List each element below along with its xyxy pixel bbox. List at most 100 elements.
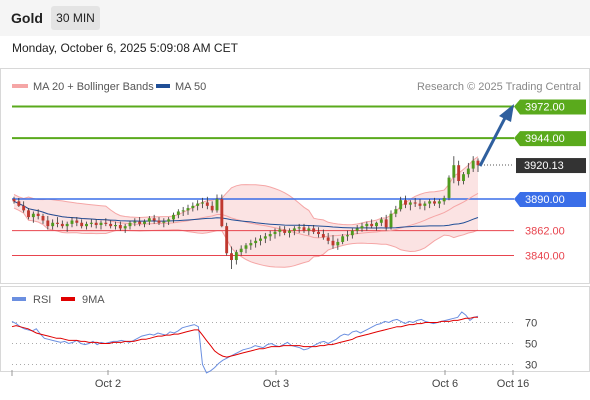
candle-body [447, 177, 451, 198]
candle-body [133, 221, 137, 223]
candle-body [196, 203, 200, 206]
x-axis-label: Oct 6 [432, 378, 458, 390]
candle-body [94, 222, 98, 226]
candle-body [230, 253, 233, 261]
level-labels: 3972.00 3944.00 3920.13 3890.00 3862.00 3840.… [514, 99, 586, 263]
candle-body [118, 225, 122, 229]
candle-body [404, 200, 407, 205]
rsi-ma-line [11, 316, 478, 358]
credit-text: Research © 2025 Trading Central [417, 81, 581, 93]
candle-body [128, 222, 132, 227]
candle-body [457, 165, 461, 181]
candle-body [114, 225, 117, 227]
candle-body [157, 220, 161, 223]
candlesticks [12, 156, 480, 270]
candle-body [162, 221, 166, 223]
candle-body [442, 197, 446, 202]
candle-body [433, 201, 436, 204]
candle-body [341, 236, 345, 242]
candle-body [143, 221, 146, 224]
bollinger-legend-swatch [12, 84, 28, 88]
candle-body [321, 234, 325, 238]
candle-body [99, 222, 103, 226]
ma50-legend-label: MA 50 [175, 81, 206, 93]
candle-body [418, 203, 422, 206]
rsi-legend-label: RSI [33, 294, 51, 306]
candle-body [389, 213, 393, 228]
candle-body [201, 202, 204, 204]
candle-body [109, 223, 113, 227]
candle-body [36, 213, 40, 216]
candle-body [413, 202, 417, 204]
candle-body [31, 213, 35, 218]
x-axis: Oct 2 Oct 3 Oct 6 Oct 16 [11, 370, 529, 390]
candle-body [85, 223, 88, 227]
forecast-arrow-head [499, 104, 514, 122]
rsi-ma-legend-swatch [61, 297, 75, 301]
candle-body [138, 221, 142, 224]
pivot-label: 3890.00 [525, 194, 565, 206]
bollinger-fill [14, 156, 478, 268]
candle-body [17, 201, 21, 206]
forecast-arrow-shaft [478, 115, 508, 167]
candle-body [249, 243, 253, 246]
candle-body [307, 228, 311, 231]
candle-body [244, 245, 248, 249]
forecast-arrow [478, 104, 514, 167]
candle-body [152, 218, 156, 221]
candle-body [471, 160, 475, 169]
candle-body [466, 168, 470, 175]
candle-body [317, 231, 320, 235]
support-label: 3862.00 [525, 226, 565, 238]
candle-body [394, 209, 398, 214]
candle-body [22, 205, 26, 211]
resistance-label: 3944.00 [525, 133, 565, 145]
resistance-label: 3972.00 [525, 102, 565, 114]
candle-body [423, 203, 427, 206]
timeframe-button[interactable]: 30 MIN [51, 6, 100, 30]
candle-body [360, 226, 364, 229]
candle-body [234, 252, 238, 261]
x-axis-label: Oct 16 [497, 378, 529, 390]
rsi-line [11, 311, 479, 374]
rsi-legend: RSI 9MA [12, 294, 105, 306]
candle-body [65, 223, 69, 227]
candle-body [104, 222, 108, 224]
rsi-tick-label: 30 [525, 360, 537, 372]
candle-body [176, 211, 180, 215]
candle-body [181, 210, 185, 212]
price-levels [12, 105, 514, 256]
candle-body [191, 205, 195, 209]
candle-body [263, 236, 267, 239]
candle-body [408, 202, 412, 205]
candle-body [12, 199, 16, 202]
candle-body [336, 241, 340, 246]
candle-body [172, 214, 175, 220]
candle-body [292, 228, 296, 231]
candle-body [331, 240, 335, 246]
candle-body [452, 165, 456, 178]
candle-body [302, 227, 306, 231]
candle-body [370, 223, 374, 227]
candle-body [27, 210, 30, 218]
candle-body [89, 222, 93, 224]
candle-body [312, 228, 316, 232]
rsi-tick-label: 70 [525, 318, 537, 330]
rsi-legend-swatch [12, 297, 26, 301]
x-axis-label: Oct 3 [263, 378, 289, 390]
candle-body [273, 231, 277, 235]
ma50-line [13, 200, 479, 229]
chart-legend: MA 20 + Bollinger Bands MA 50 Research ©… [12, 81, 581, 93]
candle-body [297, 227, 301, 229]
rsi-plot: 70 50 30 [11, 311, 537, 374]
candle-body [220, 199, 224, 227]
candle-body [365, 223, 369, 227]
candle-body [51, 222, 55, 227]
candle-body [80, 222, 84, 227]
candle-body [186, 208, 190, 211]
candle-body [278, 229, 282, 232]
candle-body [268, 234, 272, 237]
candle-body [350, 230, 354, 236]
current-price-label: 3920.13 [524, 160, 564, 172]
